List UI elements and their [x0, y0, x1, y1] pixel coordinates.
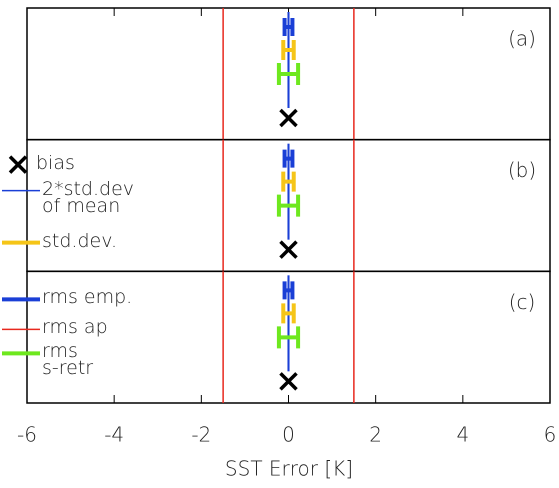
legend-label: rms emp.: [42, 286, 133, 309]
std-mean-bar: [287, 12, 290, 108]
error-bar: [282, 281, 295, 300]
error-bar: [281, 303, 296, 324]
legend-label: rms ap: [42, 316, 108, 339]
legend-label: bias: [36, 151, 75, 174]
bias-marker: [279, 240, 298, 259]
bias-marker: [279, 372, 298, 391]
x-tick-label: 0: [282, 423, 295, 447]
std-mean-bar: [287, 143, 290, 240]
x-tick-label: 6: [544, 423, 557, 447]
bias-cross: [279, 372, 298, 391]
bias-cross: [279, 240, 298, 259]
legend-label: std.dev.: [42, 229, 118, 252]
error-bar: [282, 149, 295, 168]
panel-label: (a): [508, 27, 536, 51]
x-tick-label: -4: [104, 423, 124, 447]
panel-frame: [26, 270, 551, 404]
std-mean-bar: [287, 275, 290, 372]
error-bar: [281, 171, 296, 192]
error-bar: [276, 194, 301, 217]
x-tick-label: -2: [191, 423, 211, 447]
bias-cross: [279, 108, 298, 128]
legend-label: 2*std.dev of mean: [42, 177, 135, 217]
x-axis-label: SST Error [K]: [225, 457, 353, 481]
legend-symbol: [8, 155, 28, 174]
error-bar: [281, 40, 296, 60]
x-tick-label: -6: [17, 423, 37, 447]
x-tick-label: 4: [456, 423, 469, 447]
panel-label: (c): [509, 290, 536, 314]
panel-label: (b): [508, 158, 536, 182]
error-bar: [276, 63, 301, 85]
legend-label: rms s-retr: [42, 340, 94, 380]
x-tick-label: 2: [369, 423, 382, 447]
error-bar: [276, 326, 301, 349]
bias-marker: [279, 108, 298, 128]
error-bar: [282, 18, 295, 36]
